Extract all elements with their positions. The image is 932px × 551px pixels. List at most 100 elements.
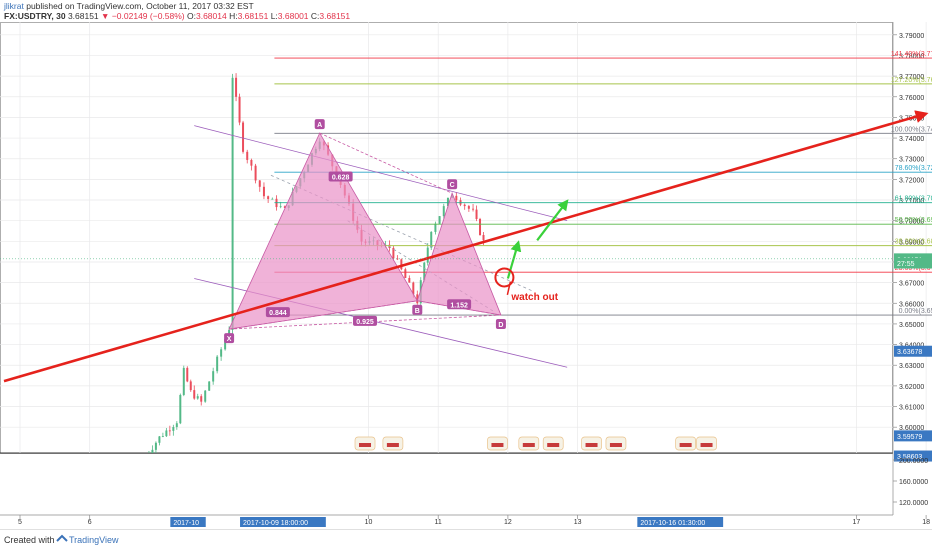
fib-level-label: 141.40%(3.77874) xyxy=(891,51,932,58)
candle-body xyxy=(396,258,399,260)
price-badge-label: 27:55 xyxy=(897,261,915,268)
candle-body xyxy=(467,206,470,209)
last-price: 3.68151 xyxy=(67,11,99,21)
price-badge xyxy=(894,345,932,357)
low-label: L: xyxy=(270,11,278,21)
price-badge-label: 3.63678 xyxy=(897,349,922,356)
channel-line xyxy=(347,220,495,312)
symbol-label: FX:USDTRY, 30 xyxy=(4,11,66,21)
author-link[interactable]: jlikrat xyxy=(4,1,24,11)
y-tick-label: 3.77000 xyxy=(899,74,924,81)
fib-level-label: 61.80%(3.70869) xyxy=(895,196,932,203)
x-axis-badge xyxy=(637,517,724,527)
candle-body xyxy=(231,77,234,330)
high-value: 3.68151 xyxy=(237,11,269,21)
indicator-tick-label: 160.0000 xyxy=(899,479,928,486)
trend-line xyxy=(3,110,929,383)
x-tick-label: 5 xyxy=(18,519,22,526)
fib-level-label: 50.00%(3.69830) xyxy=(895,217,932,224)
candle-body xyxy=(271,198,274,200)
fib-level-label: 0.00%(3.65430) xyxy=(899,308,932,315)
symbol-line: FX:USDTRY, 30 3.68151 ▼ −0.02149 (−0.58%… xyxy=(4,11,350,21)
y-tick-label: 3.67000 xyxy=(899,281,924,288)
candle-body xyxy=(196,396,199,399)
harmonic-bcd xyxy=(416,192,502,316)
harmonic-ratio-line xyxy=(229,300,418,330)
candle-body xyxy=(408,277,411,283)
low-value: 3.68001 xyxy=(277,11,309,21)
candle-body xyxy=(258,180,261,187)
candle-body xyxy=(434,223,437,232)
candle-body xyxy=(250,159,253,166)
candle-body xyxy=(168,430,171,432)
y-tick-label: 3.79000 xyxy=(899,33,924,40)
candle-body xyxy=(426,247,429,263)
candle-body xyxy=(246,151,249,160)
tradingview-logo-icon xyxy=(56,534,68,542)
candle-body xyxy=(175,423,178,428)
close-label: C: xyxy=(310,11,320,21)
candle-body xyxy=(404,269,407,278)
candle-body xyxy=(455,195,458,201)
x-axis-badge xyxy=(170,517,206,527)
candle-body xyxy=(154,442,157,450)
candle-body xyxy=(254,165,257,181)
watch-circle xyxy=(494,267,515,288)
y-tick-label: 3.61000 xyxy=(899,405,924,412)
y-tick-label: 3.65000 xyxy=(899,322,924,329)
candle-body xyxy=(482,235,485,241)
candle-body xyxy=(186,367,189,382)
candle-body xyxy=(472,208,475,210)
candle-body xyxy=(279,206,282,208)
pattern-ratio-label: 0.628 xyxy=(332,174,350,181)
x-tick-label: 13 xyxy=(574,519,582,526)
x-axis-badge-label: 2017-10-09 18:00:00 xyxy=(243,520,308,527)
candle-body xyxy=(158,436,161,443)
chart-header: jlikrat published on TradingView.com, Oc… xyxy=(0,0,932,22)
y-tick-label: 3.72000 xyxy=(899,177,924,184)
pattern-point-badge xyxy=(224,333,235,344)
fib-level-label: 100.00%(3.74231) xyxy=(891,126,932,133)
indicator-tick-label: 120.0000 xyxy=(899,500,928,507)
pattern-ratio-badge xyxy=(328,171,353,182)
tradingview-brand[interactable]: TradingView xyxy=(69,535,119,545)
price-badge xyxy=(894,450,932,462)
pattern-point-badge xyxy=(314,119,325,130)
open-label: O: xyxy=(187,11,196,21)
x-tick-label: 17 xyxy=(853,519,861,526)
candle-body xyxy=(161,436,164,437)
candle-body xyxy=(438,216,441,224)
y-tick-label: 3.69000 xyxy=(899,239,924,246)
x-tick-label: 12 xyxy=(504,519,512,526)
candle-body xyxy=(392,247,395,259)
x-tick-label: 18 xyxy=(922,519,930,526)
pattern-point-label: A xyxy=(317,122,322,129)
x-axis-badge xyxy=(240,517,326,527)
candle-body xyxy=(463,204,466,207)
y-tick-label: 3.60000 xyxy=(899,425,924,432)
candle-body xyxy=(200,396,203,402)
candle-body xyxy=(442,206,445,217)
x-tick-label: 6 xyxy=(88,519,92,526)
price-badge-label: 3.58603 xyxy=(897,454,922,461)
pattern-ratio-label: 0.925 xyxy=(356,319,374,326)
watch-pointer xyxy=(506,281,512,296)
pattern-point-label: B xyxy=(415,308,420,315)
footer: Created with TradingView xyxy=(0,529,932,551)
y-tick-label: 3.70000 xyxy=(899,219,924,226)
candle-body xyxy=(204,390,207,402)
candle-body xyxy=(165,430,168,437)
down-arrow-icon: ▼ xyxy=(101,11,110,21)
price-badge xyxy=(894,430,932,442)
candle-body xyxy=(283,206,286,208)
candle-body xyxy=(412,282,415,295)
price-badge xyxy=(894,257,932,269)
y-tick-label: 3.78000 xyxy=(899,53,924,60)
indicator-tick-label: 200.0000 xyxy=(899,458,928,465)
pattern-ratio-label: 1.152 xyxy=(450,302,468,309)
pattern-point-label: D xyxy=(498,322,503,329)
price-chart[interactable]: 3.790003.780003.770003.760003.750003.740… xyxy=(0,0,932,529)
pattern-point-badge xyxy=(412,304,423,315)
high-label: H: xyxy=(229,11,238,21)
candle-body xyxy=(189,381,192,391)
